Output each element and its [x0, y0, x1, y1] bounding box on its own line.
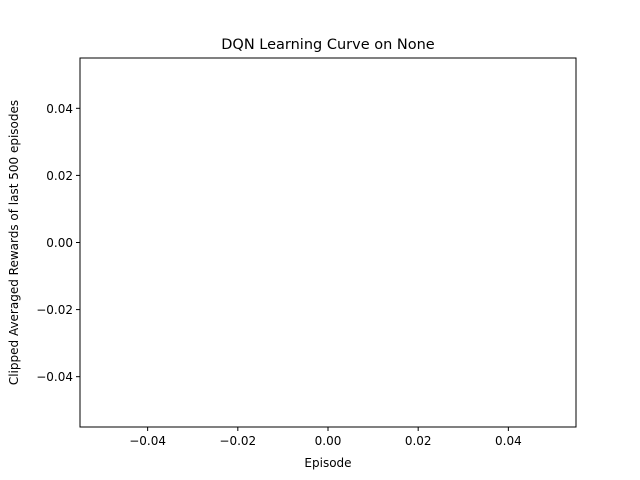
x-tick-label: −0.04	[129, 434, 166, 448]
y-tick-label: 0.04	[46, 102, 73, 116]
chart-title: DQN Learning Curve on None	[221, 37, 435, 53]
x-tick-label: 0.00	[315, 434, 342, 448]
plot-area	[80, 58, 576, 427]
x-axis-ticks: −0.04 −0.02 0.00 0.02 0.04	[129, 427, 522, 448]
y-axis-ticks: −0.04 −0.02 0.00 0.02 0.04	[36, 102, 80, 384]
y-tick-label: −0.02	[36, 303, 73, 317]
x-axis-label: Episode	[304, 456, 351, 470]
y-tick-label: 0.00	[46, 236, 73, 250]
x-tick-label: 0.02	[405, 434, 432, 448]
y-axis-label: Clipped Averaged Rewards of last 500 epi…	[7, 100, 21, 385]
plot-frame	[79, 57, 577, 428]
y-tick-label: −0.04	[36, 370, 73, 384]
x-tick-label: −0.02	[219, 434, 256, 448]
y-tick-label: 0.02	[46, 169, 73, 183]
x-tick-label: 0.04	[495, 434, 522, 448]
